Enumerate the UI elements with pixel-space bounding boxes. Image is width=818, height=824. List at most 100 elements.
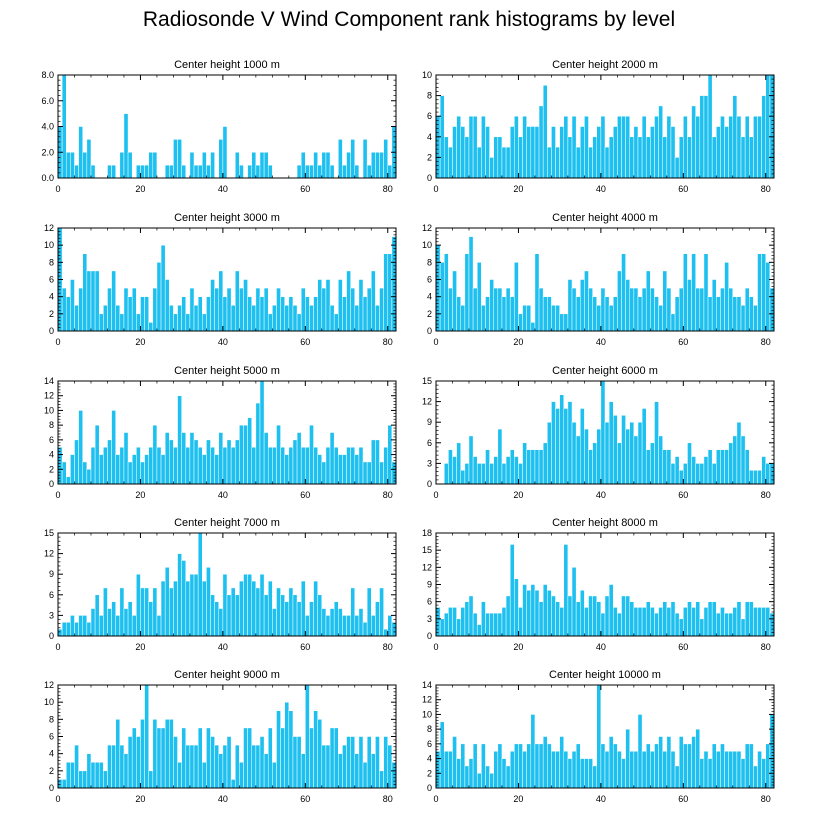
bar [78, 770, 83, 789]
bar [481, 601, 486, 637]
y-tick-label: 2.0 [41, 147, 54, 157]
panel-title: Center height 9000 m [174, 669, 280, 681]
bar [379, 770, 384, 789]
bar [571, 287, 577, 332]
bar [621, 253, 626, 332]
x-tick-label: 20 [513, 642, 523, 652]
bar [86, 622, 92, 637]
y-tick-label: 0.0 [41, 173, 54, 183]
bar [761, 95, 767, 179]
bar [354, 753, 360, 789]
x-tick-label: 0 [55, 337, 60, 347]
x-tick-label: 20 [513, 490, 523, 500]
bar [547, 589, 552, 637]
bar [571, 421, 577, 485]
bar [555, 601, 560, 637]
bar [518, 136, 523, 179]
bar [160, 244, 166, 332]
bar [288, 710, 294, 789]
bar [391, 461, 397, 485]
bar [115, 615, 121, 637]
y-tick-label: 2 [427, 152, 432, 162]
bar [530, 714, 536, 789]
bar [280, 594, 285, 637]
y-tick-label: 15 [44, 528, 54, 538]
bar [379, 287, 384, 332]
bar [259, 296, 265, 332]
bar [674, 157, 680, 179]
bar [732, 607, 738, 637]
bar [716, 296, 721, 332]
bar [716, 612, 721, 637]
bar [534, 743, 540, 789]
panel-8: Center height 8000 m 0 3 6 9 12 15 18 0 20 40 60 80 [422, 517, 775, 652]
bar [518, 313, 523, 332]
bar [567, 279, 573, 332]
bar [338, 454, 343, 485]
bar [313, 152, 318, 179]
bar [230, 779, 236, 789]
x-tick-label: 40 [218, 490, 228, 500]
bar [354, 164, 360, 179]
bar [744, 287, 750, 332]
bar [387, 164, 393, 179]
bar [757, 750, 762, 789]
bar [111, 270, 116, 332]
bar [226, 736, 232, 789]
bar [202, 152, 207, 179]
bar [140, 587, 145, 637]
bar [448, 449, 453, 485]
bar [313, 446, 318, 485]
bar [592, 136, 598, 179]
bar [460, 126, 466, 179]
bar [596, 126, 602, 179]
x-tick-label: 0 [55, 794, 60, 804]
bar [111, 744, 116, 789]
bar [443, 253, 449, 332]
bar [575, 146, 581, 179]
bar [621, 758, 626, 789]
bar [119, 152, 125, 179]
bar [448, 750, 453, 789]
bar [567, 136, 573, 179]
bar [136, 164, 141, 179]
bar [288, 296, 294, 332]
bar [103, 446, 108, 485]
bar [584, 758, 589, 789]
bar [127, 461, 133, 485]
bar [666, 607, 672, 637]
bar [276, 424, 281, 485]
bar [658, 305, 663, 332]
bar [98, 615, 104, 637]
bar [580, 408, 585, 485]
bar [695, 463, 701, 485]
bar [716, 449, 721, 485]
bar [604, 296, 610, 332]
bar [460, 743, 466, 789]
bar [691, 607, 696, 637]
bar [358, 279, 364, 332]
bar [699, 95, 705, 179]
bar [670, 126, 676, 179]
bar [152, 587, 158, 637]
x-tick-label: 80 [383, 184, 393, 194]
bar [346, 615, 351, 637]
bar [580, 279, 585, 332]
bar [342, 164, 347, 179]
bar [259, 152, 265, 179]
bar [526, 449, 532, 485]
bar [464, 463, 470, 485]
bar [732, 750, 738, 789]
bar [160, 454, 166, 485]
bar [197, 164, 203, 179]
bar [267, 164, 273, 179]
bar [489, 279, 494, 332]
bar [765, 463, 771, 485]
bar [70, 152, 75, 179]
bar [588, 146, 593, 179]
bar [272, 305, 277, 332]
bar [448, 287, 453, 332]
bar [439, 721, 445, 789]
bar [239, 164, 244, 179]
bar [571, 567, 577, 637]
